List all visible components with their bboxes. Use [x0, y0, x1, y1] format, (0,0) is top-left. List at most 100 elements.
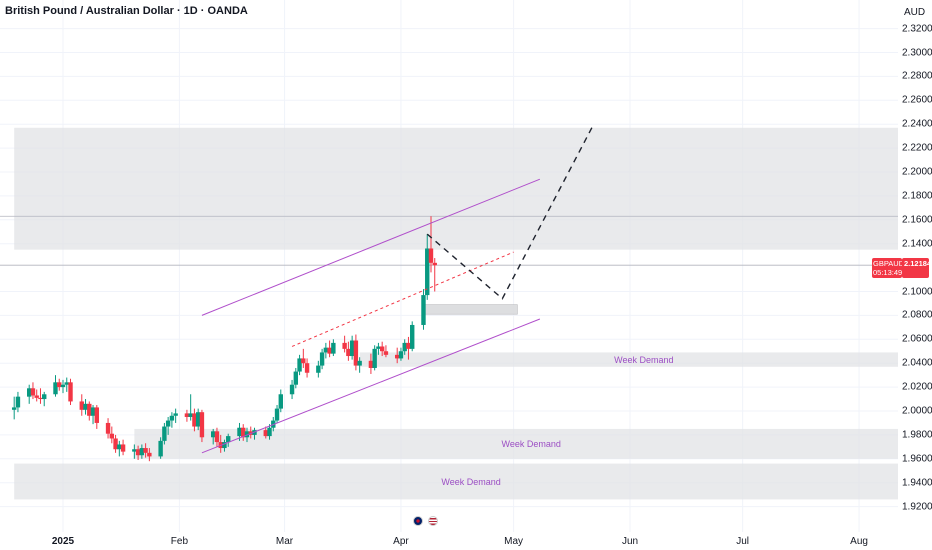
candle-body: [30, 388, 36, 396]
candle: [188, 394, 193, 421]
candle-body: [184, 413, 190, 417]
projection-path: [426, 126, 594, 300]
candle-body: [79, 401, 84, 410]
candle: [169, 412, 175, 428]
candle-body: [195, 412, 201, 427]
y-tick-label: 2.24000: [902, 118, 932, 130]
x-tick-label: May: [504, 536, 524, 547]
candle-body: [421, 295, 426, 325]
candle: [319, 348, 325, 370]
candle: [301, 348, 306, 368]
candle: [132, 444, 137, 459]
candle-body: [357, 360, 362, 366]
candle-body: [90, 407, 96, 416]
candle: [222, 439, 227, 452]
candle: [211, 428, 216, 445]
candle: [60, 379, 66, 394]
candle: [293, 367, 299, 389]
candle-body: [394, 354, 400, 359]
candle: [428, 216, 434, 273]
candle: [379, 341, 385, 357]
candle: [274, 405, 280, 423]
candle: [241, 424, 246, 441]
price-tag-value: 2.12184: [904, 259, 932, 268]
candle-body: [237, 427, 242, 437]
x-tick-label: Jul: [736, 536, 750, 547]
candle-body: [132, 449, 137, 452]
y-tick-label: 2.06000: [902, 333, 932, 345]
candle-body: [188, 413, 193, 417]
y-tick-label: 1.98000: [902, 429, 932, 441]
candle-body: [11, 407, 17, 410]
y-tick-label: 2.26000: [902, 94, 932, 106]
candle-body: [379, 346, 385, 352]
zone-label: Week Demand: [501, 438, 561, 449]
candle-body: [120, 444, 126, 452]
x-tick-label: Jun: [621, 536, 639, 547]
chart-title: British Pound / Australian Dollar · 1D ·…: [5, 5, 248, 17]
candle: [316, 360, 321, 378]
candle: [304, 358, 310, 378]
candle-body: [27, 388, 32, 397]
candle: [214, 427, 220, 447]
candle-body: [297, 358, 302, 372]
candle-body: [383, 351, 389, 355]
candle: [297, 354, 302, 376]
demand-zone: [14, 463, 899, 500]
candle: [357, 357, 362, 373]
candle-body: [368, 360, 374, 368]
zones: [14, 127, 899, 500]
candle-body: [428, 248, 434, 263]
candle-body: [398, 351, 404, 359]
x-tick-label: Apr: [393, 536, 409, 547]
candle-body: [68, 382, 73, 402]
candle: [90, 405, 96, 425]
candle: [113, 434, 118, 453]
candle-body: [64, 382, 69, 385]
candle: [83, 399, 88, 415]
candle-body: [83, 403, 88, 410]
candle: [120, 439, 126, 456]
zone-label: Week Demand: [614, 354, 674, 365]
candle-body: [162, 426, 167, 441]
candle: [195, 408, 201, 431]
candle-body: [316, 365, 321, 373]
candle: [27, 384, 32, 404]
y-tick-label: 1.96000: [902, 453, 932, 465]
candle-body: [349, 340, 355, 357]
us-flag-icon[interactable]: [428, 516, 438, 526]
candle: [143, 443, 148, 458]
candle-body: [346, 348, 351, 357]
candle-body: [173, 413, 178, 416]
candle: [331, 339, 336, 357]
candle-body: [60, 384, 66, 388]
y-tick-label: 2.14000: [902, 238, 932, 250]
candle-body: [113, 438, 118, 450]
last-price-tag: GBPAUD 05:13:49: [872, 258, 905, 278]
candle-body: [402, 342, 407, 352]
candle-body: [331, 342, 336, 354]
candle-body: [87, 403, 92, 416]
candle: [199, 409, 205, 443]
au-flag-icon[interactable]: [413, 516, 423, 526]
candle-body: [274, 408, 280, 421]
candle-body: [158, 440, 163, 457]
candle: [57, 378, 62, 391]
y-tick-label: 2.04000: [902, 357, 932, 369]
demand-zone: [359, 352, 898, 367]
candle-body: [304, 363, 310, 373]
candle: [410, 321, 415, 352]
candle: [117, 440, 122, 457]
candle: [135, 445, 141, 460]
candle: [64, 377, 69, 392]
candle-body: [199, 412, 205, 438]
candle-body: [117, 444, 122, 450]
candle-body: [94, 407, 99, 423]
candle-body: [327, 347, 332, 354]
candle: [226, 433, 231, 447]
x-tick-label: Aug: [850, 536, 868, 547]
candle: [421, 289, 426, 330]
price-tag-symbol: GBPAUD: [873, 259, 905, 268]
